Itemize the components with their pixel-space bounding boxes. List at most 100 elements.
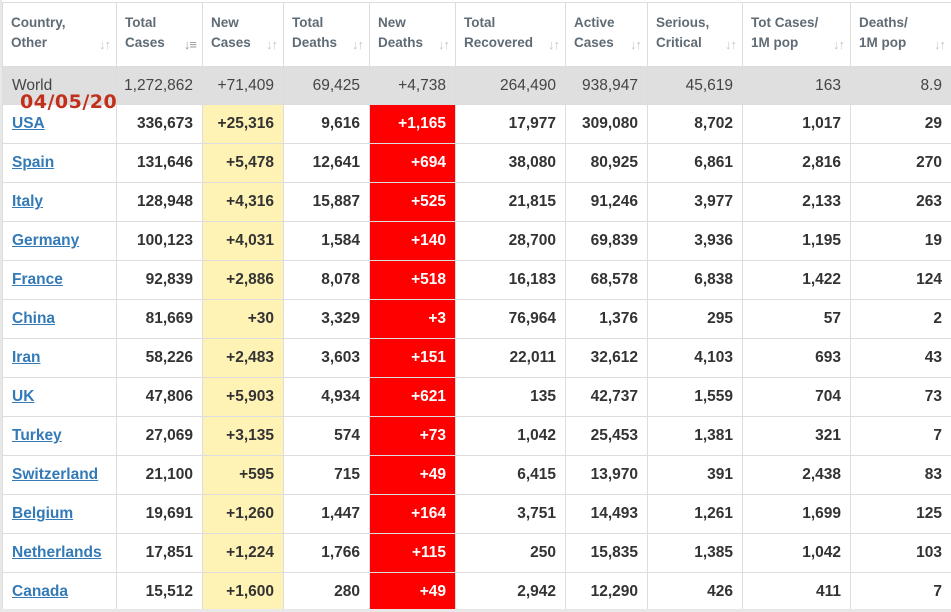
active-cases-cell: 69,839 [565, 221, 648, 261]
header-label-line1: Serious, [656, 15, 710, 30]
header-label-line2: Cases [574, 35, 614, 50]
active-cases-cell: 12,290 [565, 572, 648, 612]
country-cell: Netherlands [2, 533, 117, 573]
country-link[interactable]: China [12, 310, 56, 327]
total-deaths-cell: 1,447 [283, 494, 370, 534]
sort-updown-icon[interactable]: ↓↑ [99, 37, 111, 52]
sort-updown-icon[interactable]: ↓↑ [438, 37, 450, 52]
sort-updown-icon[interactable]: ↓↑ [352, 37, 364, 52]
country-link[interactable]: Canada [12, 583, 68, 600]
serious-critical-cell: 295 [647, 299, 743, 339]
header-label-line2: Other [11, 35, 48, 50]
total-cases-cell: 47,806 [116, 377, 203, 417]
country-link[interactable]: Germany [12, 232, 80, 249]
date-stamp: 04/05/20 [20, 91, 118, 113]
sort-desc-active-icon[interactable]: ↓≡ [183, 37, 197, 52]
header-total-recovered[interactable]: Total Recovered ↓↑ [455, 2, 566, 67]
total-deaths-cell: 8,078 [283, 260, 370, 300]
tot-cases-per-1m-cell: 57 [742, 299, 851, 339]
country-link[interactable]: Italy [12, 193, 44, 210]
total-recovered-cell: 38,080 [455, 143, 566, 183]
header-label-line1: New [378, 15, 406, 30]
country-cell: UK [2, 377, 117, 417]
country-link[interactable]: Switzerland [12, 466, 99, 483]
tot-cases-per-1m-cell: 693 [742, 338, 851, 378]
country-link[interactable]: Turkey [12, 427, 62, 444]
total-deaths-cell: 1,584 [283, 221, 370, 261]
header-label-line2: Cases [211, 35, 251, 50]
total-cases-cell: 17,851 [116, 533, 203, 573]
sort-updown-icon[interactable]: ↓↑ [266, 37, 278, 52]
total-recovered-cell: 76,964 [455, 299, 566, 339]
header-tot-cases-per-1m[interactable]: Tot Cases/1M pop ↓↑ [742, 2, 851, 67]
header-label-line2: Deaths [292, 35, 338, 50]
header-label-line1: Deaths/ [859, 15, 908, 30]
header-label-line2: Critical [656, 35, 702, 50]
serious-critical-cell: 1,385 [647, 533, 743, 573]
header-label-line2: Cases [125, 35, 165, 50]
tot-cases-per-1m-cell: 1,042 [742, 533, 851, 573]
new-deaths-cell: +151 [369, 338, 456, 378]
table-row: Switzerland 21,100 +595 715 +49 6,415 13,970 39… [2, 455, 951, 495]
total-deaths-cell: 12,641 [283, 143, 370, 183]
country-link[interactable]: France [12, 271, 63, 288]
country-link[interactable]: UK [12, 388, 35, 405]
tot-cases-per-1m-cell: 2,133 [742, 182, 851, 222]
header-total-cases[interactable]: Total Cases ↓≡ [116, 2, 203, 67]
header-label-line2: 1M pop [859, 35, 907, 50]
active-cases-cell: 42,737 [565, 377, 648, 417]
total-cases-cell: 81,669 [116, 299, 203, 339]
country-link[interactable]: Iran [12, 349, 41, 366]
new-deaths-cell: +694 [369, 143, 456, 183]
world-total-cases: 1,272,862 [116, 66, 203, 105]
active-cases-cell: 68,578 [565, 260, 648, 300]
new-cases-cell: +4,031 [202, 221, 284, 261]
header-total-deaths[interactable]: Total Deaths ↓↑ [283, 2, 370, 67]
serious-critical-cell: 4,103 [647, 338, 743, 378]
serious-critical-cell: 3,936 [647, 221, 743, 261]
header-country[interactable]: Country, Other ↓↑ [2, 2, 117, 67]
country-cell: China [2, 299, 117, 339]
sort-updown-icon[interactable]: ↓↑ [934, 37, 946, 52]
header-deaths-per-1m[interactable]: Deaths/1M pop ↓↑ [850, 2, 951, 67]
country-link[interactable]: Spain [12, 154, 55, 171]
header-label-line1: Active [574, 15, 615, 30]
sort-updown-icon[interactable]: ↓↑ [833, 37, 845, 52]
left-scroll-edge [0, 0, 2, 612]
country-cell: Switzerland [2, 455, 117, 495]
world-active-cases: 938,947 [565, 66, 648, 105]
header-serious-critical[interactable]: Serious, Critical ↓↑ [647, 2, 743, 67]
new-cases-cell: +2,886 [202, 260, 284, 300]
total-cases-cell: 128,948 [116, 182, 203, 222]
header-new-deaths[interactable]: New Deaths ↓↑ [369, 2, 456, 67]
country-link[interactable]: Belgium [12, 505, 74, 522]
header-label-line1: Tot Cases/ [751, 15, 819, 30]
horizontal-scrollbar[interactable] [0, 609, 951, 612]
deaths-per-1m-cell: 73 [850, 377, 951, 417]
new-cases-cell: +2,483 [202, 338, 284, 378]
new-cases-cell: +4,316 [202, 182, 284, 222]
total-deaths-cell: 9,616 [283, 104, 370, 144]
sort-updown-icon[interactable]: ↓↑ [630, 37, 642, 52]
world-label: World [2, 66, 117, 105]
header-active-cases[interactable]: Active Cases ↓↑ [565, 2, 648, 67]
header-new-cases[interactable]: New Cases ↓↑ [202, 2, 284, 67]
serious-critical-cell: 6,861 [647, 143, 743, 183]
country-link[interactable]: Netherlands [12, 544, 102, 561]
new-deaths-cell: +49 [369, 455, 456, 495]
deaths-per-1m-cell: 103 [850, 533, 951, 573]
sort-updown-icon[interactable]: ↓↑ [725, 37, 737, 52]
header-label-line1: Total [125, 15, 157, 30]
active-cases-cell: 309,080 [565, 104, 648, 144]
serious-critical-cell: 391 [647, 455, 743, 495]
total-recovered-cell: 28,700 [455, 221, 566, 261]
world-total-row: World 1,272,862 +71,409 69,425 +4,738 26… [2, 66, 951, 105]
sort-updown-icon[interactable]: ↓↑ [548, 37, 560, 52]
total-deaths-cell: 4,934 [283, 377, 370, 417]
country-cell: Iran [2, 338, 117, 378]
table-row: Germany 100,123 +4,031 1,584 +140 28,700 69,83… [2, 221, 951, 261]
serious-critical-cell: 8,702 [647, 104, 743, 144]
deaths-per-1m-cell: 43 [850, 338, 951, 378]
country-link[interactable]: USA [12, 115, 45, 132]
header-label-line1: Total [464, 15, 496, 30]
